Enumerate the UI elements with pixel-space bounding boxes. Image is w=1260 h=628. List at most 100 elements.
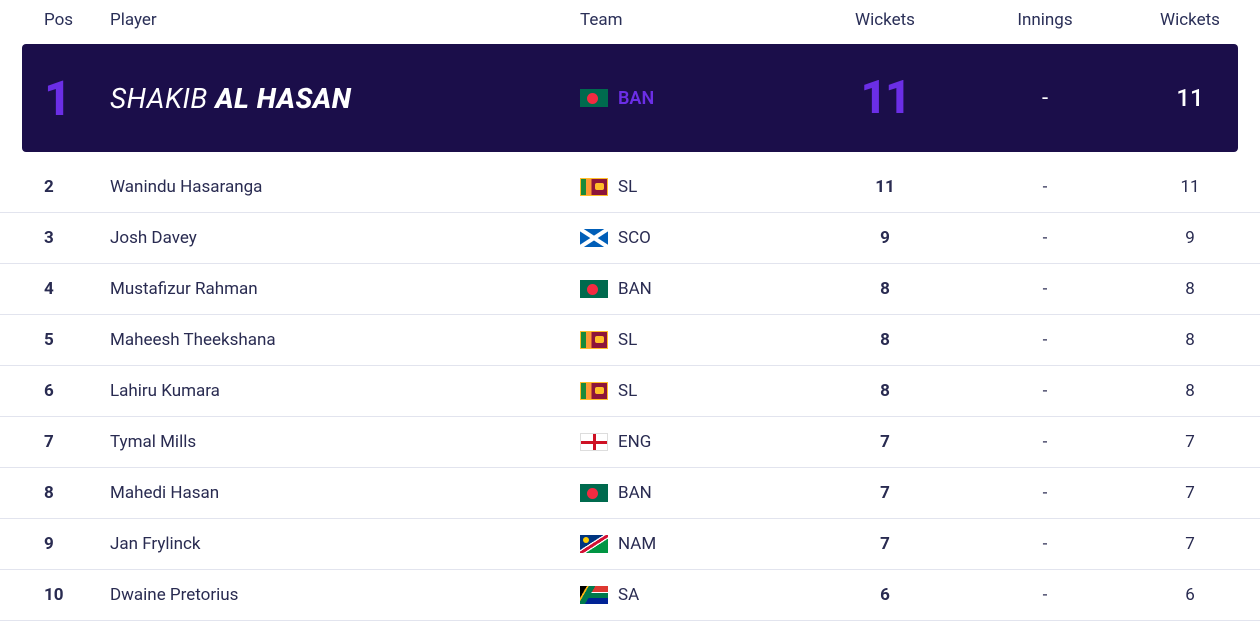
cell-team: SL: [580, 177, 800, 197]
cell-wickets-1: 8: [800, 381, 970, 401]
table-row[interactable]: 10Dwaine Pretorius SA 6-6: [0, 570, 1260, 621]
cell-team-code: ENG: [618, 432, 651, 452]
table-row[interactable]: 8Mahedi HasanBAN7-7: [0, 468, 1260, 519]
cell-wickets-2: 7: [1120, 483, 1260, 503]
cell-team-code: SCO: [618, 228, 651, 248]
cell-wickets-1: 11: [800, 177, 970, 197]
cell-pos: 3: [0, 228, 110, 248]
cell-wickets-2: 8: [1120, 330, 1260, 350]
cell-innings: -: [970, 279, 1120, 299]
cell-pos: 8: [0, 483, 110, 503]
cell-wickets-1: 9: [800, 228, 970, 248]
featured-player-first: SHAKIB: [110, 82, 208, 115]
cell-team: ENG: [580, 432, 800, 452]
table-row[interactable]: 9Jan Frylinck NAM 7-7: [0, 519, 1260, 570]
table-row[interactable]: 7Tymal MillsENG7-7: [0, 417, 1260, 468]
table-row[interactable]: 2Wanindu Hasaranga SL 11-11: [0, 162, 1260, 213]
featured-team: BAN: [580, 88, 800, 109]
cell-wickets-2: 9: [1120, 228, 1260, 248]
featured-pos: 1: [22, 70, 110, 127]
cell-wickets-1: 7: [800, 534, 970, 554]
cell-innings: -: [970, 483, 1120, 503]
leaderboard-table: Pos Player Team Wickets Innings Wickets …: [0, 0, 1260, 621]
table-header-row: Pos Player Team Wickets Innings Wickets: [0, 0, 1260, 44]
cell-wickets-2: 6: [1120, 585, 1260, 605]
cell-team-code: BAN: [618, 483, 652, 503]
flag-icon: [580, 484, 608, 502]
cell-player: Josh Davey: [110, 228, 580, 248]
header-player: Player: [110, 10, 580, 30]
cell-team: SA: [580, 585, 800, 605]
cell-team-code: SL: [618, 177, 637, 197]
featured-wickets-1: 11: [800, 71, 970, 125]
flag-icon: [580, 382, 608, 400]
cell-team: SL: [580, 330, 800, 350]
flag-icon: [580, 331, 608, 349]
table-row[interactable]: 3Josh Davey SCO 9-9: [0, 213, 1260, 264]
cell-team-code: NAM: [618, 534, 656, 554]
featured-player-last: AL HASAN: [215, 82, 351, 115]
cell-team-code: SL: [618, 381, 637, 401]
cell-innings: -: [970, 534, 1120, 554]
cell-player: Mustafizur Rahman: [110, 279, 580, 299]
cell-pos: 4: [0, 279, 110, 299]
cell-pos: 2: [0, 177, 110, 197]
cell-player: Jan Frylinck: [110, 534, 580, 554]
table-row[interactable]: 4Mustafizur Rahman BAN 8-8: [0, 264, 1260, 315]
cell-team: SCO: [580, 228, 800, 248]
cell-team: SL: [580, 381, 800, 401]
cell-player: Wanindu Hasaranga: [110, 177, 580, 197]
featured-player: SHAKIB AL HASAN: [110, 82, 580, 115]
cell-innings: -: [970, 177, 1120, 197]
cell-wickets-1: 7: [800, 432, 970, 452]
cell-wickets-1: 6: [800, 585, 970, 605]
cell-wickets-2: 7: [1120, 432, 1260, 452]
flag-icon: [580, 535, 608, 553]
cell-pos: 7: [0, 432, 110, 452]
cell-wickets-1: 8: [800, 279, 970, 299]
cell-pos: 10: [0, 585, 110, 605]
cell-team: BAN: [580, 483, 800, 503]
flag-icon: [580, 89, 608, 107]
cell-team-code: SA: [618, 585, 639, 605]
cell-player: Tymal Mills: [110, 432, 580, 452]
featured-innings: -: [970, 86, 1120, 111]
cell-innings: -: [970, 432, 1120, 452]
featured-wickets-2: 11: [1120, 84, 1260, 112]
cell-innings: -: [970, 330, 1120, 350]
table-row[interactable]: 6Lahiru Kumara SL 8-8: [0, 366, 1260, 417]
table-row[interactable]: 5Maheesh Theekshana SL 8-8: [0, 315, 1260, 366]
cell-pos: 9: [0, 534, 110, 554]
cell-innings: -: [970, 585, 1120, 605]
cell-player: Dwaine Pretorius: [110, 585, 580, 605]
header-pos: Pos: [0, 10, 110, 30]
featured-row[interactable]: 1 SHAKIB AL HASAN BAN 11 - 11: [22, 44, 1238, 152]
cell-wickets-2: 8: [1120, 381, 1260, 401]
cell-team: BAN: [580, 279, 800, 299]
cell-wickets-2: 11: [1120, 177, 1260, 197]
cell-team-code: SL: [618, 330, 637, 350]
flag-icon: [580, 586, 608, 604]
cell-team: NAM: [580, 534, 800, 554]
featured-team-code: BAN: [618, 88, 654, 109]
header-wickets-1: Wickets: [800, 10, 970, 30]
cell-wickets-1: 7: [800, 483, 970, 503]
cell-innings: -: [970, 228, 1120, 248]
flag-icon: [580, 178, 608, 196]
flag-icon: [580, 433, 608, 451]
cell-team-code: BAN: [618, 279, 652, 299]
header-team: Team: [580, 10, 800, 30]
table-body: 2Wanindu HasarangaSL11-113Josh DaveySCO9…: [0, 162, 1260, 621]
cell-wickets-2: 8: [1120, 279, 1260, 299]
flag-icon: [580, 229, 608, 247]
header-wickets-2: Wickets: [1120, 10, 1260, 30]
cell-pos: 5: [0, 330, 110, 350]
cell-innings: -: [970, 381, 1120, 401]
cell-player: Maheesh Theekshana: [110, 330, 580, 350]
cell-wickets-2: 7: [1120, 534, 1260, 554]
cell-wickets-1: 8: [800, 330, 970, 350]
flag-icon: [580, 280, 608, 298]
header-innings: Innings: [970, 10, 1120, 30]
cell-pos: 6: [0, 381, 110, 401]
cell-player: Lahiru Kumara: [110, 381, 580, 401]
